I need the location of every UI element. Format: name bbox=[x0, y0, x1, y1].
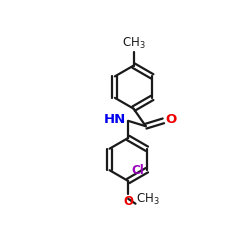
Text: CH$_3$: CH$_3$ bbox=[122, 36, 146, 52]
Text: Cl: Cl bbox=[131, 164, 144, 177]
Text: O: O bbox=[123, 195, 133, 208]
Text: O: O bbox=[165, 113, 176, 126]
Text: CH$_3$: CH$_3$ bbox=[136, 192, 160, 207]
Text: HN: HN bbox=[104, 113, 126, 126]
